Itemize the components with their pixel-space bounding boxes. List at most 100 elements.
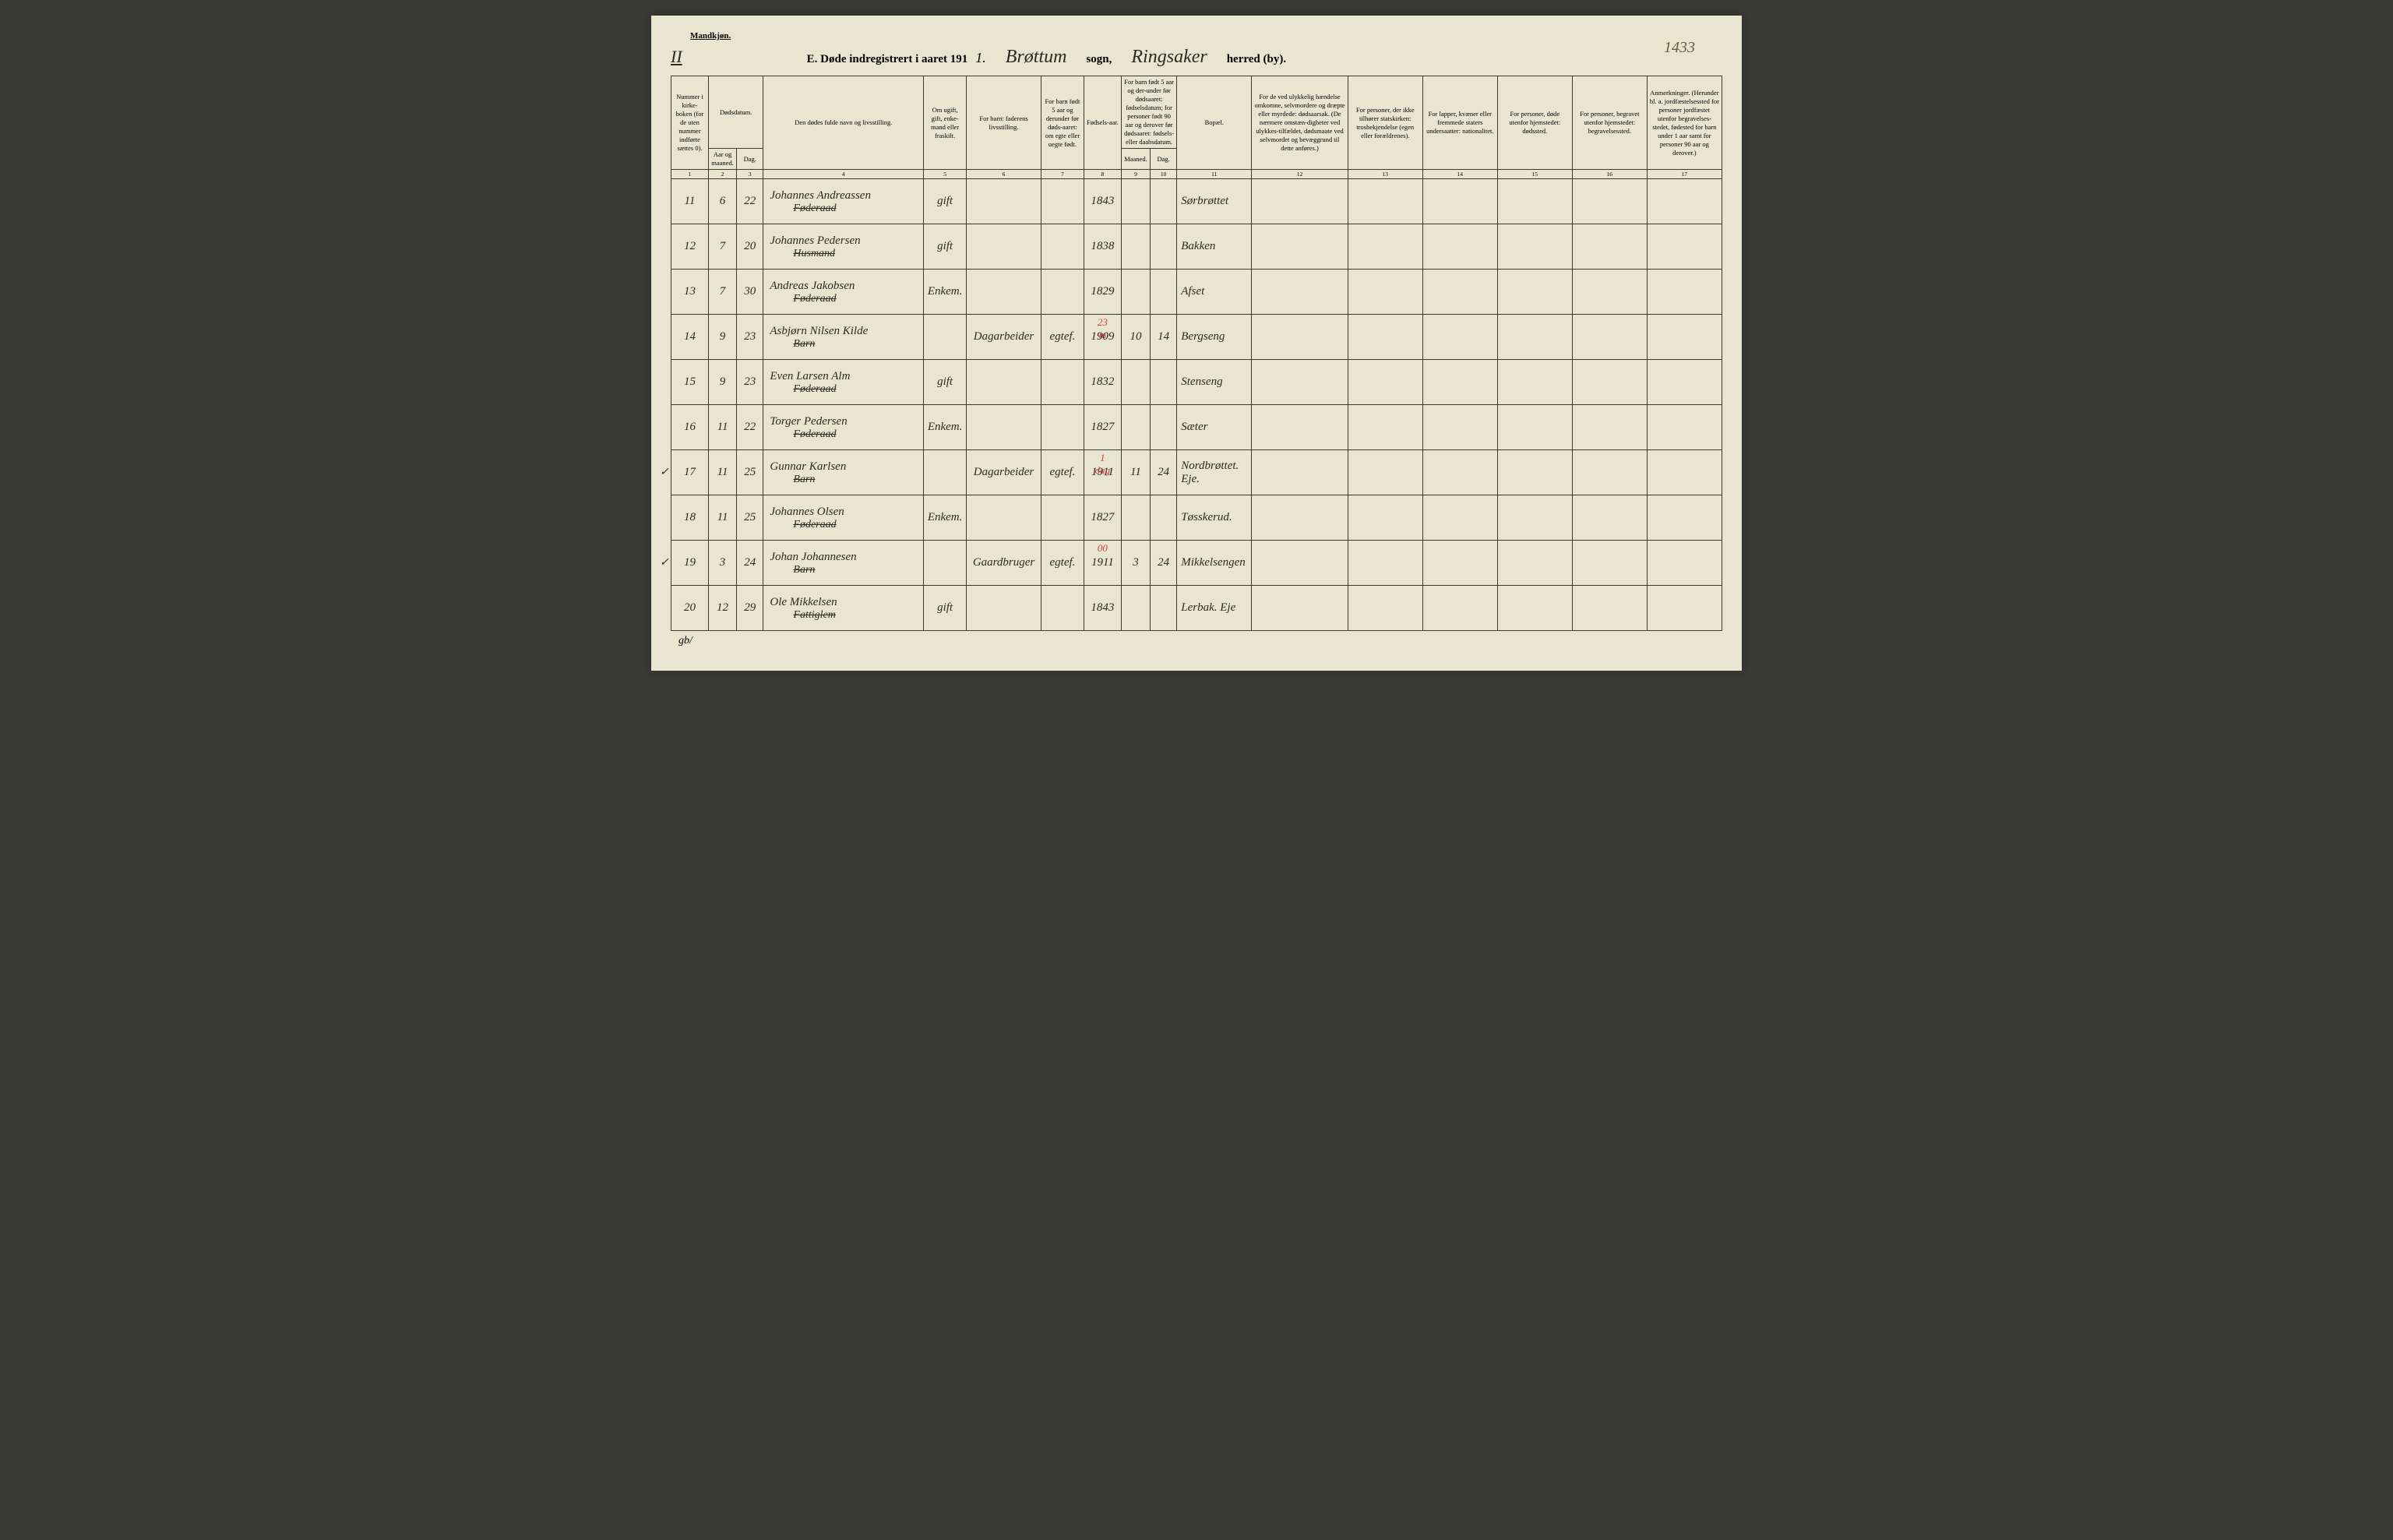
- cell: [1497, 450, 1572, 495]
- cell: [1572, 315, 1647, 360]
- cell-value: 24: [1158, 556, 1169, 569]
- cell: [1121, 224, 1150, 270]
- cell: [967, 586, 1041, 631]
- cell: [1252, 360, 1348, 405]
- cell: 18: [671, 495, 709, 541]
- cell: Sørbrøttet: [1177, 179, 1252, 224]
- cell: [1348, 360, 1422, 405]
- colnum: 16: [1572, 170, 1647, 179]
- person-status: Føderaad: [793, 519, 921, 532]
- cell-value: Lerbak. Eje: [1181, 601, 1235, 614]
- cell: [1647, 541, 1722, 586]
- cell-value: 20: [684, 601, 696, 614]
- cell: 29: [737, 586, 763, 631]
- person-status: Barn: [793, 338, 921, 351]
- cell: Gaardbruger: [967, 541, 1041, 586]
- cell: 20: [671, 586, 709, 631]
- cell-value: gift: [937, 240, 953, 252]
- table-row: ✓19324Johan JohannesenBarnGaardbrugeregt…: [671, 541, 1722, 586]
- cell: 3: [709, 541, 737, 586]
- cell: [1150, 586, 1176, 631]
- cell: 12: [709, 586, 737, 631]
- cell-value: Dagarbeider: [974, 466, 1034, 478]
- cell-value: 11: [685, 195, 696, 207]
- cell: [967, 179, 1041, 224]
- cell: [1252, 541, 1348, 586]
- cell: gift: [924, 586, 967, 631]
- person-name: Torger Pedersen: [770, 414, 921, 428]
- cell: [1041, 270, 1084, 315]
- colnum: 17: [1647, 170, 1722, 179]
- cell: Stenseng: [1177, 360, 1252, 405]
- cell: [1348, 270, 1422, 315]
- corner-page-number: 1433: [1664, 39, 1695, 57]
- cell: 25: [737, 450, 763, 495]
- person-name: Johannes Andreassen: [770, 189, 921, 203]
- cell: Johannes OlsenFøderaad: [763, 495, 924, 541]
- colnum: 5: [924, 170, 967, 179]
- cell: Enkem.: [924, 495, 967, 541]
- cell: [1572, 224, 1647, 270]
- table-row: 12720Johannes PedersenHusmandgift1838Bak…: [671, 224, 1722, 270]
- person-status: Fattiglem: [793, 609, 921, 622]
- cell-value: 24: [744, 556, 756, 569]
- cell: [967, 360, 1041, 405]
- cell-value: Bakken: [1181, 240, 1215, 252]
- cell-value: Nordbrøttet. Eje.: [1181, 460, 1239, 485]
- cell-value: Sæter: [1181, 421, 1207, 433]
- colnum: 10: [1150, 170, 1176, 179]
- cell-value: 1843: [1091, 195, 1114, 207]
- cell: [1647, 586, 1722, 631]
- cell: [1348, 179, 1422, 224]
- cell: ✓19: [671, 541, 709, 586]
- cell: [1497, 541, 1572, 586]
- table-body: 11622Johannes AndreassenFøderaadgift1843…: [671, 179, 1722, 631]
- cell: [967, 495, 1041, 541]
- person-status: Føderaad: [793, 383, 921, 396]
- cell: Even Larsen AlmFøderaad: [763, 360, 924, 405]
- cell: 14: [671, 315, 709, 360]
- cell: [1422, 315, 1497, 360]
- cell: 15: [671, 360, 709, 405]
- cell: [967, 270, 1041, 315]
- cell: [924, 450, 967, 495]
- cell: [1572, 450, 1647, 495]
- colnum: 6: [967, 170, 1041, 179]
- cell-value: gift: [937, 601, 953, 614]
- cell: [1150, 179, 1176, 224]
- cell: [1647, 179, 1722, 224]
- cell-value: Gaardbruger: [973, 556, 1034, 569]
- cell-value: 13: [684, 285, 696, 298]
- cell: Johannes AndreassenFøderaad: [763, 179, 924, 224]
- cell: [1422, 405, 1497, 450]
- cell: [1150, 224, 1176, 270]
- cell-value: 16: [684, 421, 696, 433]
- cell-value: 11: [717, 421, 728, 433]
- cell-value: Mikkelsengen: [1181, 556, 1245, 569]
- cell-value: 1827: [1091, 511, 1114, 523]
- cell-value: 25: [744, 466, 756, 478]
- cell: Gunnar KarlsenBarn: [763, 450, 924, 495]
- cell-value: 22: [744, 421, 756, 433]
- cell: Bakken: [1177, 224, 1252, 270]
- cell: 11: [671, 179, 709, 224]
- cell: [1150, 360, 1176, 405]
- colnum: 9: [1121, 170, 1150, 179]
- cell-value: 20: [744, 240, 756, 252]
- person-status: Barn: [793, 564, 921, 577]
- cell: [1252, 179, 1348, 224]
- cell: [1647, 495, 1722, 541]
- person-name: Johannes Olsen: [770, 505, 921, 519]
- document-page: 1433 Mandkjøn. II E. Døde indregistrert …: [651, 16, 1742, 671]
- cell: [1041, 179, 1084, 224]
- cell: Tøsskerud.: [1177, 495, 1252, 541]
- cell-value: 3: [1133, 556, 1139, 569]
- cell: [924, 315, 967, 360]
- person-status: Husmand: [793, 248, 921, 261]
- col-aar: Aar og maaned.: [709, 149, 737, 170]
- person-name: Asbjørn Nilsen Kilde: [770, 324, 921, 338]
- cell: [1497, 405, 1572, 450]
- cell: gift: [924, 224, 967, 270]
- register-table: Nummer i kirke-boken (for de uten nummer…: [671, 76, 1722, 631]
- cell: [1422, 179, 1497, 224]
